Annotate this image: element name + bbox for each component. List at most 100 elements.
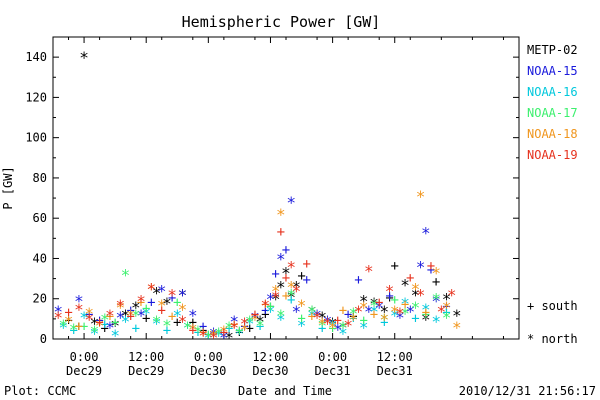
data-point: * <box>323 312 333 331</box>
data-point: * <box>286 278 296 297</box>
data-point: + <box>106 309 114 325</box>
data-point: * <box>245 314 255 333</box>
x-tick-date-label: Dec31 <box>315 364 351 378</box>
data-point: + <box>277 224 285 240</box>
x-tick-date-label: Dec30 <box>252 364 288 378</box>
data-point: + <box>95 313 103 329</box>
data-point: * <box>307 306 317 325</box>
data-point: * <box>411 286 421 305</box>
data-point: * <box>131 298 141 317</box>
x-tick-time-label: 0:00 <box>194 350 223 364</box>
data-point: + <box>173 295 181 311</box>
data-point: + <box>406 271 414 287</box>
data-point: + <box>95 315 103 331</box>
data-point: + <box>137 295 145 311</box>
data-point: * <box>209 328 219 347</box>
data-point: * <box>333 320 343 339</box>
data-point: * <box>255 312 265 331</box>
data-point: * <box>167 286 177 305</box>
data-point: + <box>246 321 254 337</box>
data-point: * <box>235 324 245 343</box>
data-point: + <box>199 325 207 341</box>
data-point: * <box>447 286 457 305</box>
data-point: * <box>224 328 234 347</box>
data-point: * <box>162 316 172 335</box>
data-point: * <box>292 278 302 297</box>
data-point: * <box>271 288 281 307</box>
data-point: * <box>229 318 239 337</box>
data-point: + <box>344 307 352 323</box>
data-point: * <box>162 294 172 313</box>
data-point: + <box>256 319 264 335</box>
data-point: * <box>297 316 307 335</box>
data-point: + <box>261 303 269 319</box>
data-point: + <box>302 273 310 289</box>
data-point: * <box>178 286 188 305</box>
data-point: + <box>266 299 274 315</box>
data-point: * <box>183 318 193 337</box>
data-point: * <box>121 312 131 331</box>
data-point: * <box>400 294 410 313</box>
x-tick-date-label: Dec31 <box>377 364 413 378</box>
data-point: + <box>126 303 134 319</box>
legend-entry: NOAA-17 <box>527 106 578 120</box>
data-point: * <box>90 314 100 333</box>
data-point: * <box>437 302 447 321</box>
data-point: * <box>452 306 462 325</box>
legend-entry: NOAA-18 <box>527 127 578 141</box>
data-point: + <box>349 311 357 327</box>
data-point: * <box>421 223 431 242</box>
data-point: * <box>255 316 265 335</box>
data-point: * <box>276 306 286 325</box>
data-point: * <box>364 302 374 321</box>
y-tick-label: 0 <box>40 332 47 346</box>
data-point: * <box>338 318 348 337</box>
x-axis-label: Date and Time <box>238 384 332 398</box>
data-point: * <box>84 304 94 323</box>
data-point: * <box>364 262 374 281</box>
data-point: + <box>168 309 176 325</box>
data-point: * <box>136 292 146 311</box>
x-tick-time-label: 0:00 <box>70 350 99 364</box>
data-point: + <box>225 321 233 337</box>
data-point: + <box>375 295 383 311</box>
y-axis: 0 20 40 60 80 100 120 140 <box>25 50 519 346</box>
data-point: + <box>220 325 228 341</box>
data-point: * <box>105 306 115 325</box>
data-point: * <box>343 316 353 335</box>
data-point: * <box>90 322 100 341</box>
data-point: * <box>53 302 63 321</box>
data-point: * <box>286 288 296 307</box>
data-point: + <box>75 319 83 335</box>
data-point: * <box>452 318 462 337</box>
data-point: + <box>199 319 207 335</box>
data-points: + +** + ** *+**+*++ * * + + *++*****+* * * *+* * *++**… <box>53 48 461 347</box>
data-point: * <box>219 328 229 347</box>
x-tick-time-label: 12:00 <box>128 350 164 364</box>
data-point: + <box>147 295 155 311</box>
data-point: + <box>69 323 77 339</box>
data-point: * <box>416 258 426 277</box>
data-point: * <box>121 266 131 285</box>
x-tick-time-label: 12:00 <box>377 350 413 364</box>
data-point: * <box>286 258 296 277</box>
data-point: * <box>121 306 131 325</box>
data-point: * <box>188 306 198 325</box>
data-point: * <box>292 282 302 301</box>
data-point: + <box>80 319 88 335</box>
data-point: * <box>416 286 426 305</box>
data-point: + <box>142 301 150 317</box>
data-point: + <box>189 315 197 331</box>
data-point: + <box>189 323 197 339</box>
data-point: * <box>276 249 286 268</box>
data-point: * <box>431 264 441 283</box>
data-point: * <box>74 300 84 319</box>
plot-credit: Plot: CCMC <box>4 384 76 398</box>
x-tick-time-label: 12:00 <box>252 350 288 364</box>
data-point: * <box>198 326 208 345</box>
series-noaa-16: * +** +** +** +** + * * + ** +* *+**+ * *+ **+ **+** + <box>59 293 451 347</box>
data-point: * <box>281 264 291 283</box>
data-point: * <box>115 298 125 317</box>
data-point: + <box>422 305 430 321</box>
data-point: * <box>69 320 79 339</box>
